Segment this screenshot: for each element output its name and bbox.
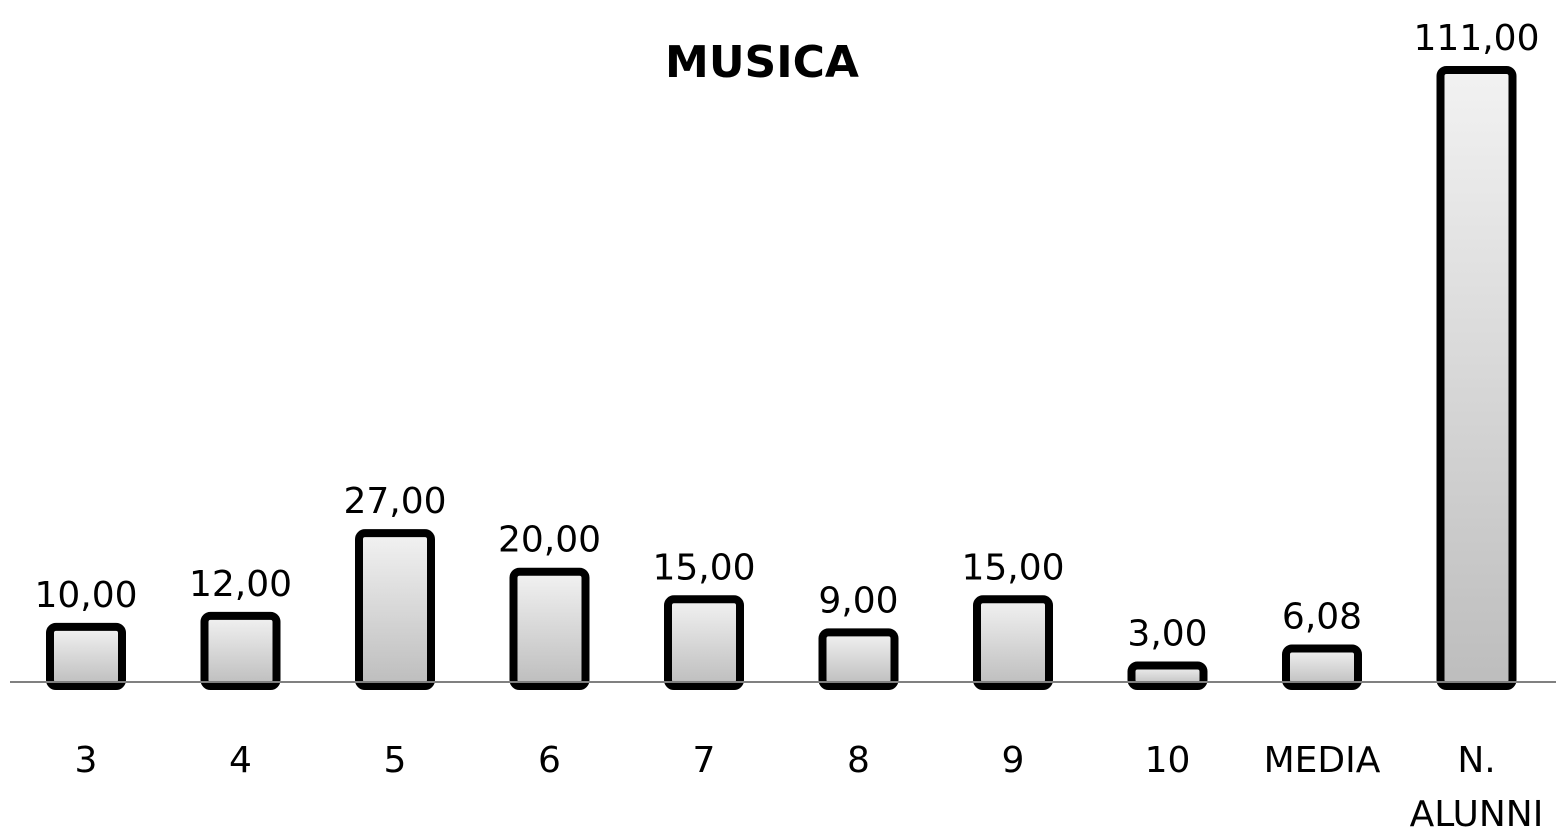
data-label-8: 9,00 [818, 580, 898, 621]
data-labels-group: 10,00 12,00 27,00 20,00 15,00 9,00 15,00 3,00 6,… [34, 18, 1539, 654]
tick-label-n-alunni: N. ALUNNI [1410, 740, 1544, 834]
data-label-9: 15,00 [961, 547, 1064, 588]
data-label-4: 12,00 [189, 564, 292, 605]
tick-label-line: 8 [847, 740, 870, 781]
bar-9 [973, 595, 1053, 691]
data-label-6: 20,00 [498, 520, 601, 561]
tick-label-line: 5 [384, 740, 407, 781]
bar-3 [46, 622, 126, 691]
tick-label-line: 4 [229, 740, 252, 781]
tick-label-9: 9 [1002, 740, 1025, 781]
tick-label-8: 8 [847, 740, 870, 781]
bar-7 [664, 595, 744, 691]
bar-6 [509, 567, 590, 691]
tick-label-line: 10 [1145, 740, 1191, 781]
tick-label-10: 10 [1145, 740, 1191, 781]
data-label-n-alunni: 111,00 [1414, 18, 1540, 59]
bar-10 [1127, 661, 1208, 691]
bar-8 [818, 628, 899, 690]
tick-label-media: MEDIA [1264, 740, 1381, 781]
data-label-media: 6,08 [1282, 596, 1362, 637]
bar-4 [200, 611, 281, 690]
tick-label-line: ALUNNI [1410, 794, 1544, 834]
tick-label-line: N. [1457, 740, 1495, 781]
data-label-3: 10,00 [34, 575, 137, 616]
bar-media [1282, 644, 1362, 691]
tick-label-line: 7 [693, 740, 716, 781]
bars-group [46, 66, 1517, 691]
tick-label-line: MEDIA [1264, 740, 1381, 781]
data-label-5: 27,00 [343, 481, 446, 522]
tick-label-line: 6 [538, 740, 561, 781]
tick-label-7: 7 [693, 740, 716, 781]
chart-title: MUSICA [665, 37, 859, 88]
tick-label-5: 5 [384, 740, 407, 781]
tick-label-4: 4 [229, 740, 252, 781]
bar-n-alunni [1436, 66, 1517, 690]
data-label-7: 15,00 [652, 547, 755, 588]
data-label-10: 3,00 [1127, 613, 1207, 654]
tick-label-3: 3 [75, 740, 98, 781]
tick-label-line: 9 [1002, 740, 1025, 781]
x-tick-labels-group: 3 4 5 6 7 8 9 10 MEDIA N. ALUNNI [75, 740, 1544, 834]
tick-label-line: 3 [75, 740, 98, 781]
bar-5 [355, 529, 435, 690]
tick-label-6: 6 [538, 740, 561, 781]
